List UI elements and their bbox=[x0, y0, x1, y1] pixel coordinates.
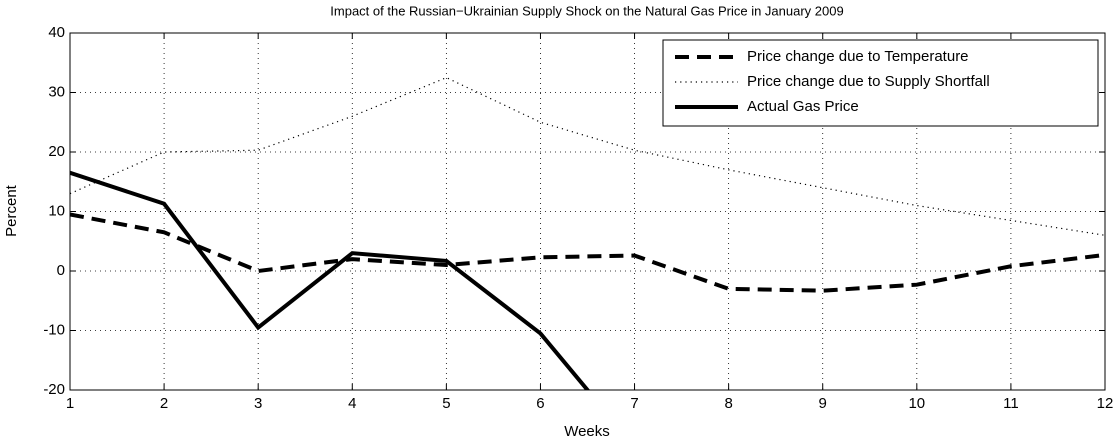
axes-box bbox=[69, 32, 1106, 391]
x-tick-label: 2 bbox=[160, 395, 168, 412]
legend-label: Price change due to Supply Shortfall bbox=[747, 73, 990, 90]
y-tick-label: 10 bbox=[48, 202, 65, 219]
x-tick-label: 11 bbox=[1003, 395, 1019, 412]
legend-label: Actual Gas Price bbox=[747, 98, 859, 115]
x-tick-label: 8 bbox=[724, 395, 732, 412]
x-axis-title: Weeks bbox=[564, 423, 610, 440]
y-tick-label: 20 bbox=[48, 143, 65, 160]
data-line bbox=[70, 170, 591, 390]
x-tick-label: 6 bbox=[536, 395, 544, 412]
x-tick-label: 3 bbox=[254, 395, 262, 412]
x-tick-label: 12 bbox=[1097, 395, 1114, 412]
legend-label: Price change due to Temperature bbox=[747, 48, 969, 65]
y-axis-title: Percent bbox=[3, 184, 20, 237]
y-tick-label: -20 bbox=[43, 381, 65, 398]
y-tick-label: 30 bbox=[48, 83, 65, 100]
x-tick-label: 1 bbox=[66, 395, 74, 412]
legend-box bbox=[662, 39, 1099, 127]
x-tick-label: 7 bbox=[630, 395, 638, 412]
data-line bbox=[70, 212, 1105, 293]
chart-title: Impact of the Russian−Ukrainian Supply S… bbox=[330, 3, 843, 18]
x-tick-label: 4 bbox=[348, 395, 356, 412]
y-tick-label: -10 bbox=[43, 321, 65, 338]
plot-lines bbox=[70, 76, 1105, 390]
x-tick-label: 10 bbox=[908, 395, 925, 412]
y-tick-label: 40 bbox=[48, 24, 65, 41]
data-line bbox=[70, 76, 1105, 236]
y-tick-label: 0 bbox=[57, 262, 65, 279]
x-tick-label: 9 bbox=[819, 395, 827, 412]
x-tick-label: 5 bbox=[442, 395, 450, 412]
